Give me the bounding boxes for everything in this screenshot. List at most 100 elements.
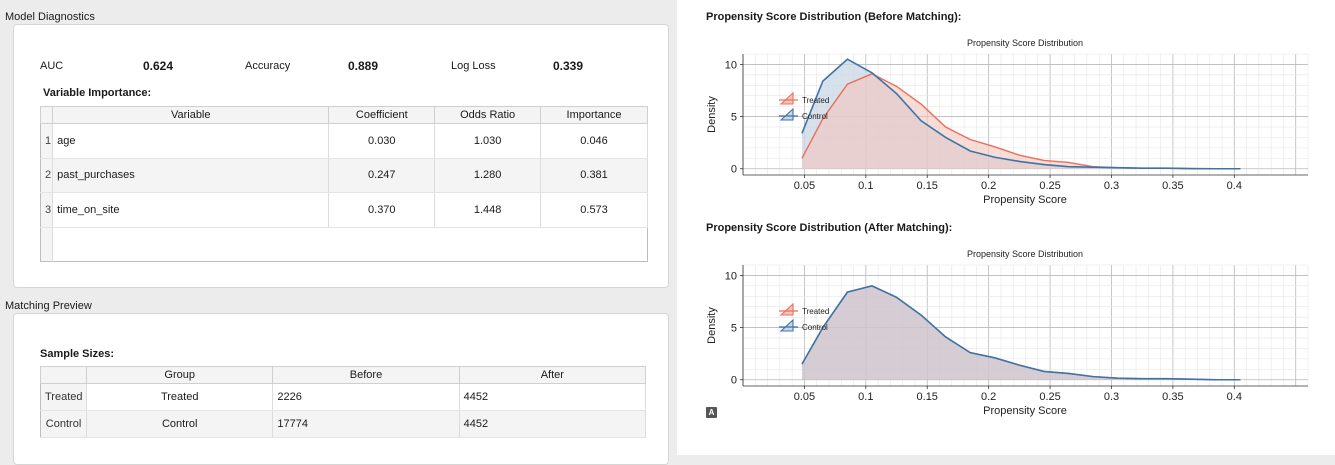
x-tick-label: 0.1 xyxy=(858,180,873,192)
control-density-line xyxy=(801,285,1241,381)
accuracy-value: 0.889 xyxy=(348,59,379,73)
cell-variable[interactable]: time_on_site xyxy=(52,192,330,228)
x-tick-label: 0.35 xyxy=(1162,180,1183,192)
cell-odds[interactable]: 1.448 xyxy=(434,192,542,228)
table-row[interactable]: 1 age 0.030 1.030 0.046 xyxy=(40,123,648,159)
col-coefficient-header[interactable]: Coefficient xyxy=(328,106,436,124)
empty-cell xyxy=(329,227,435,262)
col-odds-header[interactable]: Odds Ratio xyxy=(434,106,542,124)
legend-treated-label: Treated xyxy=(802,96,829,105)
col-group-header[interactable]: Group xyxy=(86,366,274,384)
cell-before[interactable]: 17774 xyxy=(272,410,460,438)
legend-control-label: Control xyxy=(802,112,828,121)
cell-variable[interactable]: age xyxy=(52,123,330,159)
cell-coefficient[interactable]: 0.030 xyxy=(328,123,436,159)
control-density-line xyxy=(801,58,1241,170)
logloss-label: Log Loss xyxy=(451,60,496,72)
y-tick-label: 0 xyxy=(731,164,737,176)
table-row[interactable]: Control Control 17774 4452 xyxy=(40,410,647,438)
x-tick-label: 0.25 xyxy=(1039,180,1060,192)
x-tick-label: 0.3 xyxy=(1104,180,1119,192)
row-number: 3 xyxy=(40,192,54,228)
y-tick-label: 0 xyxy=(731,375,737,387)
table-row[interactable]: Treated Treated 2226 4452 xyxy=(40,383,647,411)
cell-odds[interactable]: 1.280 xyxy=(434,158,542,193)
logloss-value: 0.339 xyxy=(553,59,584,73)
empty-cell xyxy=(53,227,329,262)
chart-title: Propensity Score Distribution xyxy=(967,38,1083,48)
empty-cell xyxy=(541,227,648,262)
variable-importance-title: Variable Importance: xyxy=(43,87,152,99)
table-row[interactable]: 2 past_purchases 0.247 1.280 0.381 xyxy=(40,158,648,193)
col-before-header[interactable]: Before xyxy=(272,366,460,384)
sample-sizes-table[interactable]: Group Before After Treated Treated 2226 … xyxy=(39,366,647,438)
x-tick-label: 0.4 xyxy=(1227,391,1242,403)
legend-treated-label: Treated xyxy=(802,307,829,316)
x-tick-label: 0.4 xyxy=(1227,180,1242,192)
x-tick-label: 0.05 xyxy=(794,180,815,192)
chart-title: Propensity Score Distribution xyxy=(967,249,1083,259)
y-tick-label: 10 xyxy=(725,270,737,282)
row-number-empty xyxy=(40,227,54,262)
table-row[interactable]: 3 time_on_site 0.370 1.448 0.573 xyxy=(40,192,648,228)
a-badge-icon: A xyxy=(706,407,717,418)
y-axis-label: Density xyxy=(706,96,718,133)
cell-odds[interactable]: 1.030 xyxy=(434,123,542,159)
model-diagnostics-title: Model Diagnostics xyxy=(5,11,95,23)
cell-variable[interactable]: past_purchases xyxy=(52,158,330,193)
x-axis-label: Propensity Score xyxy=(983,194,1067,206)
before-matching-heading: Propensity Score Distribution (Before Ma… xyxy=(706,11,962,23)
auc-label: AUC xyxy=(40,60,64,72)
row-header: Treated xyxy=(40,383,88,411)
cell-importance[interactable]: 0.046 xyxy=(540,123,648,159)
variable-importance-table[interactable]: Variable Coefficient Odds Ratio Importan… xyxy=(39,106,648,262)
legend-treated-icon xyxy=(779,91,794,105)
after-matching-heading: Propensity Score Distribution (After Mat… xyxy=(706,222,953,234)
row-header: Control xyxy=(40,410,88,438)
overlap-density-area xyxy=(801,285,1241,380)
x-tick-label: 0.05 xyxy=(794,391,815,403)
legend-control-icon xyxy=(779,107,794,121)
col-after-header[interactable]: After xyxy=(458,366,647,384)
empty-row xyxy=(40,227,648,262)
legend-control-icon xyxy=(779,318,794,332)
sample-sizes-title: Sample Sizes: xyxy=(40,348,114,360)
x-tick-label: 0.15 xyxy=(917,180,938,192)
empty-cell xyxy=(435,227,541,262)
before-matching-chart[interactable]: Propensity Score Distribution 0 5 10 0.05 0.1… xyxy=(703,32,1313,212)
col-variable-header[interactable]: Variable xyxy=(52,106,330,124)
cell-coefficient[interactable]: 0.370 xyxy=(328,192,436,228)
x-tick-label: 0.25 xyxy=(1039,391,1060,403)
cell-before[interactable]: 2226 xyxy=(272,383,460,411)
rowhead-header xyxy=(39,366,88,384)
cell-after[interactable]: 4452 xyxy=(459,410,647,438)
y-axis-label: Density xyxy=(706,307,718,344)
y-tick-label: 5 xyxy=(731,323,737,335)
x-tick-label: 0.1 xyxy=(858,391,873,403)
legend-treated-icon xyxy=(779,302,794,316)
y-tick-label: 10 xyxy=(725,59,737,71)
matching-preview-title: Matching Preview xyxy=(5,300,92,312)
row-number: 1 xyxy=(40,123,54,159)
legend-control-label: Control xyxy=(802,323,828,332)
cell-after[interactable]: 4452 xyxy=(459,383,647,411)
y-tick-label: 5 xyxy=(731,112,737,124)
accuracy-label: Accuracy xyxy=(245,60,291,72)
cell-importance[interactable]: 0.573 xyxy=(540,192,648,228)
x-tick-label: 0.15 xyxy=(917,391,938,403)
after-matching-chart[interactable]: Propensity Score Distribution 0 5 10 0.05 0.1… xyxy=(703,243,1313,423)
cell-importance[interactable]: 0.381 xyxy=(540,158,648,193)
auc-value: 0.624 xyxy=(143,59,174,73)
cell-group[interactable]: Treated xyxy=(86,383,274,411)
x-tick-label: 0.35 xyxy=(1162,391,1183,403)
matching-preview-panel: Sample Sizes: Group Before After Treated… xyxy=(13,313,669,465)
x-tick-label: 0.3 xyxy=(1104,391,1119,403)
x-axis-label: Propensity Score xyxy=(983,405,1067,417)
rownum-header xyxy=(39,106,54,124)
x-tick-label: 0.2 xyxy=(981,180,996,192)
cell-coefficient[interactable]: 0.247 xyxy=(328,158,436,193)
col-importance-header[interactable]: Importance xyxy=(540,106,648,124)
cell-group[interactable]: Control xyxy=(86,410,274,438)
x-tick-label: 0.2 xyxy=(981,391,996,403)
row-number: 2 xyxy=(40,158,54,193)
